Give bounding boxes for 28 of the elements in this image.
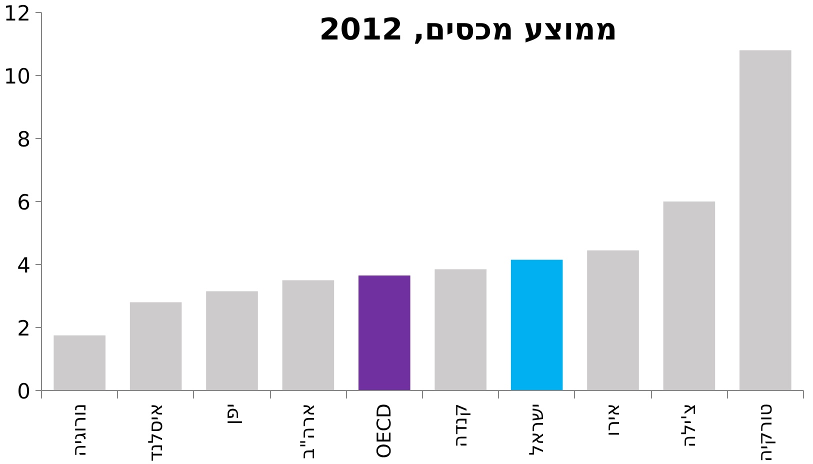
x-tick-label: OECD <box>373 404 396 458</box>
y-tick-label: 12 <box>4 2 31 26</box>
x-tick-label: יפן <box>221 403 243 425</box>
y-tick-label: 8 <box>17 128 31 152</box>
x-tick-label: נורוגיה <box>68 403 91 457</box>
y-tick-label: 0 <box>17 380 31 404</box>
bar <box>663 202 716 390</box>
chart-title: ממוצע מכסים, 2012 <box>319 12 618 48</box>
bar <box>54 335 106 390</box>
x-tick-label: צ'ילה <box>678 403 700 448</box>
bar <box>282 280 334 390</box>
x-tick-label: קנדה <box>450 404 472 448</box>
x-tick-label: איסלנד <box>144 403 167 462</box>
bar <box>206 291 258 390</box>
bar <box>358 276 410 390</box>
bar <box>587 250 639 390</box>
bar <box>434 269 487 390</box>
bar <box>130 302 182 390</box>
bar <box>739 50 792 390</box>
x-tick-label: ארה"ב <box>297 404 320 460</box>
y-tick-label: 4 <box>17 254 31 278</box>
x-tick-label: טורקיה <box>754 403 776 462</box>
y-tick-label: 10 <box>4 64 31 88</box>
x-tick-label: ישראל <box>526 403 548 456</box>
bar <box>510 260 563 390</box>
y-tick-label: 6 <box>17 190 31 214</box>
y-tick-label: 2 <box>17 316 31 340</box>
x-tick-label: אירו <box>602 403 624 436</box>
